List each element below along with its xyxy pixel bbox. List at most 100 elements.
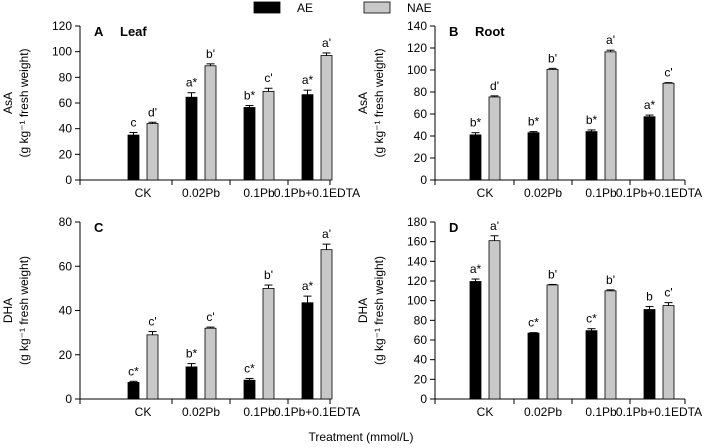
bar-ae xyxy=(469,134,482,181)
panel-a: 0 20 40 60 80 100 120 CK 0.02Pb 0.1Pb 0.1Pb+0.1EDT… xyxy=(1,19,360,200)
significance-label: a* xyxy=(302,279,314,293)
y-tick-label: 120 xyxy=(52,19,72,33)
x-category-label: 0.1Pb+0.1EDTA xyxy=(274,186,360,200)
y-tick-label: 20 xyxy=(59,147,73,161)
significance-label: c xyxy=(131,116,137,130)
panel-letter: A xyxy=(94,24,104,39)
bar-nae xyxy=(204,327,217,400)
bar-ae xyxy=(469,281,482,400)
bar-nae xyxy=(320,249,333,400)
y-axis-label-top: AsA xyxy=(1,92,15,114)
significance-label: b* xyxy=(586,113,598,127)
panel-title: Root xyxy=(475,24,505,39)
y-axis-label-bottom: (g kg⁻¹ fresh weight) xyxy=(372,256,386,365)
bar-nae xyxy=(662,305,675,400)
y-tick-label: 60 xyxy=(414,107,428,121)
y-tick-label: 20 xyxy=(414,151,428,165)
x-category-label: 0.1Pb+0.1EDTA xyxy=(616,405,702,419)
y-tick-label: 40 xyxy=(414,353,428,367)
x-category-label: CK xyxy=(135,186,152,200)
bar-ae xyxy=(301,94,314,181)
significance-label: a' xyxy=(322,227,331,241)
bar-nae xyxy=(320,55,333,181)
significance-label: a' xyxy=(322,36,331,50)
significance-label: c* xyxy=(586,312,597,326)
significance-label: b* xyxy=(528,115,540,129)
significance-label: a' xyxy=(606,33,615,47)
y-axis-label-bottom: (g kg⁻¹ fresh weight) xyxy=(372,48,386,157)
bar-nae xyxy=(662,82,675,181)
x-category-label: CK xyxy=(477,405,494,419)
bar-nae xyxy=(488,96,501,181)
x-category-label: CK xyxy=(477,186,494,200)
significance-label: c' xyxy=(148,315,156,329)
bar-ae xyxy=(527,132,540,181)
y-axis-label-bottom: (g kg⁻¹ fresh weight) xyxy=(17,48,31,157)
x-category-label: 0.1Pb xyxy=(243,186,275,200)
significance-label: a' xyxy=(490,219,499,233)
y-tick-label: 180 xyxy=(407,215,427,229)
y-tick-label: 20 xyxy=(414,372,428,386)
legend: AE NAE xyxy=(253,1,432,15)
significance-label: c* xyxy=(244,361,255,375)
bar-ae xyxy=(127,382,140,400)
x-category-label: 0.1Pb+0.1EDTA xyxy=(616,186,702,200)
significance-label: b' xyxy=(606,273,615,287)
y-tick-label: 160 xyxy=(407,235,427,249)
bar-ae xyxy=(643,309,656,400)
significance-label: a* xyxy=(302,73,314,87)
y-axis-label-top: AsA xyxy=(356,92,370,114)
legend-label-nae: NAE xyxy=(407,1,432,15)
y-tick-label: 40 xyxy=(414,129,428,143)
bar-ae xyxy=(185,366,198,400)
y-tick-label: 0 xyxy=(65,173,72,187)
significance-label: a* xyxy=(644,98,656,112)
significance-label: c' xyxy=(206,310,214,324)
significance-label: c* xyxy=(128,364,139,378)
y-tick-label: 0 xyxy=(65,392,72,406)
bar-nae xyxy=(488,240,501,400)
bar-nae xyxy=(146,123,159,181)
bar-nae xyxy=(204,65,217,181)
y-tick-label: 120 xyxy=(407,274,427,288)
legend-swatch-nae xyxy=(363,1,391,14)
bar-ae xyxy=(643,116,656,181)
y-axis-label-bottom: (g kg⁻¹ fresh weight) xyxy=(17,256,31,365)
y-tick-label: 0 xyxy=(420,173,427,187)
bar-ae xyxy=(585,330,598,400)
bar-ae xyxy=(127,134,140,181)
y-axis-label-top: DHA xyxy=(356,298,370,323)
significance-label: c* xyxy=(528,316,539,330)
x-category-label: CK xyxy=(135,405,152,419)
x-category-label: 0.02Pb xyxy=(182,405,220,419)
x-axis-title: Treatment (mmol/L) xyxy=(309,430,414,444)
x-category-label: 0.02Pb xyxy=(524,186,562,200)
bar-ae xyxy=(185,96,198,181)
legend-label-ae: AE xyxy=(297,1,313,15)
x-category-label: 0.1Pb xyxy=(243,405,275,419)
bar-ae xyxy=(243,379,256,400)
significance-label: c' xyxy=(664,66,672,80)
y-tick-label: 20 xyxy=(59,348,73,362)
x-category-label: 0.02Pb xyxy=(524,405,562,419)
significance-label: b' xyxy=(548,51,557,65)
significance-label: b* xyxy=(186,347,198,361)
bar-nae xyxy=(262,287,275,400)
significance-label: d' xyxy=(490,79,499,93)
x-category-label: 0.1Pb xyxy=(585,405,617,419)
significance-label: a* xyxy=(470,262,482,276)
panel-title: Leaf xyxy=(120,24,147,39)
y-tick-label: 140 xyxy=(407,19,427,33)
bar-ae xyxy=(301,302,314,400)
bar-nae xyxy=(604,290,617,400)
bar-ae xyxy=(243,107,256,181)
significance-label: b xyxy=(646,290,653,304)
significance-label: d' xyxy=(148,105,157,119)
bar-ae xyxy=(585,131,598,181)
significance-label: b' xyxy=(206,47,215,61)
bar-nae xyxy=(604,51,617,181)
y-tick-label: 0 xyxy=(420,392,427,406)
significance-label: c' xyxy=(264,71,272,85)
panel-c: 0 20 40 60 80 CK 0.02Pb 0.1Pb 0.1Pb+0.1EDTA c* b* c… xyxy=(1,215,360,419)
